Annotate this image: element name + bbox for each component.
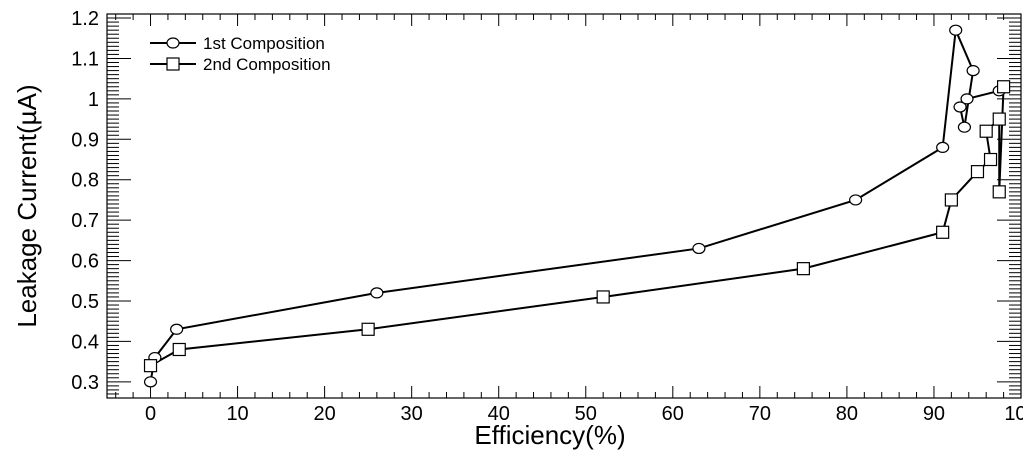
y-tick-label: 0.9: [71, 129, 99, 151]
x-tick-label: 100: [1004, 403, 1023, 425]
y-tick-label: 0.3: [71, 372, 99, 394]
legend-label-1: 1st Composition: [203, 34, 325, 53]
data-point-circle: [170, 323, 184, 335]
data-point-square: [361, 322, 375, 336]
series-markers: [143, 24, 1011, 388]
axis-ticks: [107, 14, 1022, 398]
data-point-circle: [966, 64, 980, 77]
data-point-square: [979, 124, 993, 138]
data-point-square: [796, 262, 810, 276]
data-point-circle: [370, 287, 384, 299]
legend-marker-circle: [166, 37, 180, 49]
legend-marker-square: [166, 57, 180, 71]
x-tick-label: 50: [575, 403, 597, 425]
data-point-square: [944, 193, 958, 207]
data-point-circle: [692, 242, 706, 255]
data-point-square: [996, 80, 1011, 94]
legend: 1st Composition 2nd Composition: [150, 34, 331, 74]
data-point-square: [936, 225, 950, 239]
data-point-circle: [143, 376, 158, 388]
data-point-circle: [953, 101, 967, 113]
x-tick-label: 30: [401, 403, 423, 425]
x-axis-title: Efficiency(%): [474, 420, 625, 450]
data-point-square: [143, 359, 158, 373]
data-point-circle: [936, 141, 950, 153]
data-point-circle: [957, 121, 972, 133]
x-tick-label: 20: [313, 403, 335, 425]
series-2-line: [150, 86, 1005, 367]
data-point-circle: [849, 194, 863, 206]
data-point-square: [596, 290, 610, 304]
tick-labels: 0 10 20 30 40 50 60 70 80 90 100 0.3 0.4 0.5 0.6 0.7 0.8…: [71, 8, 1023, 425]
y-tick-label: 0.4: [71, 331, 99, 353]
y-tick-label: 1: [88, 89, 99, 111]
x-tick-label: 40: [488, 403, 510, 425]
data-point-square: [970, 165, 985, 179]
data-point-square: [172, 342, 186, 357]
data-point-square: [983, 152, 998, 167]
x-tick-label: 10: [226, 403, 248, 425]
series-1-line: [149, 26, 1000, 383]
y-tick-label: 0.6: [71, 251, 99, 273]
x-tick-label: 0: [145, 403, 156, 425]
y-tick-label: 0.7: [71, 210, 99, 232]
x-tick-label: 80: [836, 403, 858, 425]
y-axis-title: Leakage Current(µA): [12, 84, 42, 327]
data-point-circle: [960, 93, 974, 105]
y-tick-label: 0.8: [71, 170, 99, 192]
x-tick-label: 60: [662, 403, 684, 425]
x-tick-label: 90: [923, 403, 945, 425]
plot-frame: [106, 13, 1022, 399]
y-tick-label: 1.2: [71, 8, 99, 30]
legend-label-2: 2nd Composition: [203, 55, 331, 74]
data-point-square: [992, 112, 1006, 126]
data-point-square: [992, 185, 1006, 199]
series-lines: [149, 26, 1005, 383]
data-point-circle: [949, 24, 963, 36]
y-tick-label: 0.5: [71, 291, 99, 313]
x-tick-label: 70: [749, 403, 771, 425]
y-tick-label: 1.1: [71, 48, 99, 70]
